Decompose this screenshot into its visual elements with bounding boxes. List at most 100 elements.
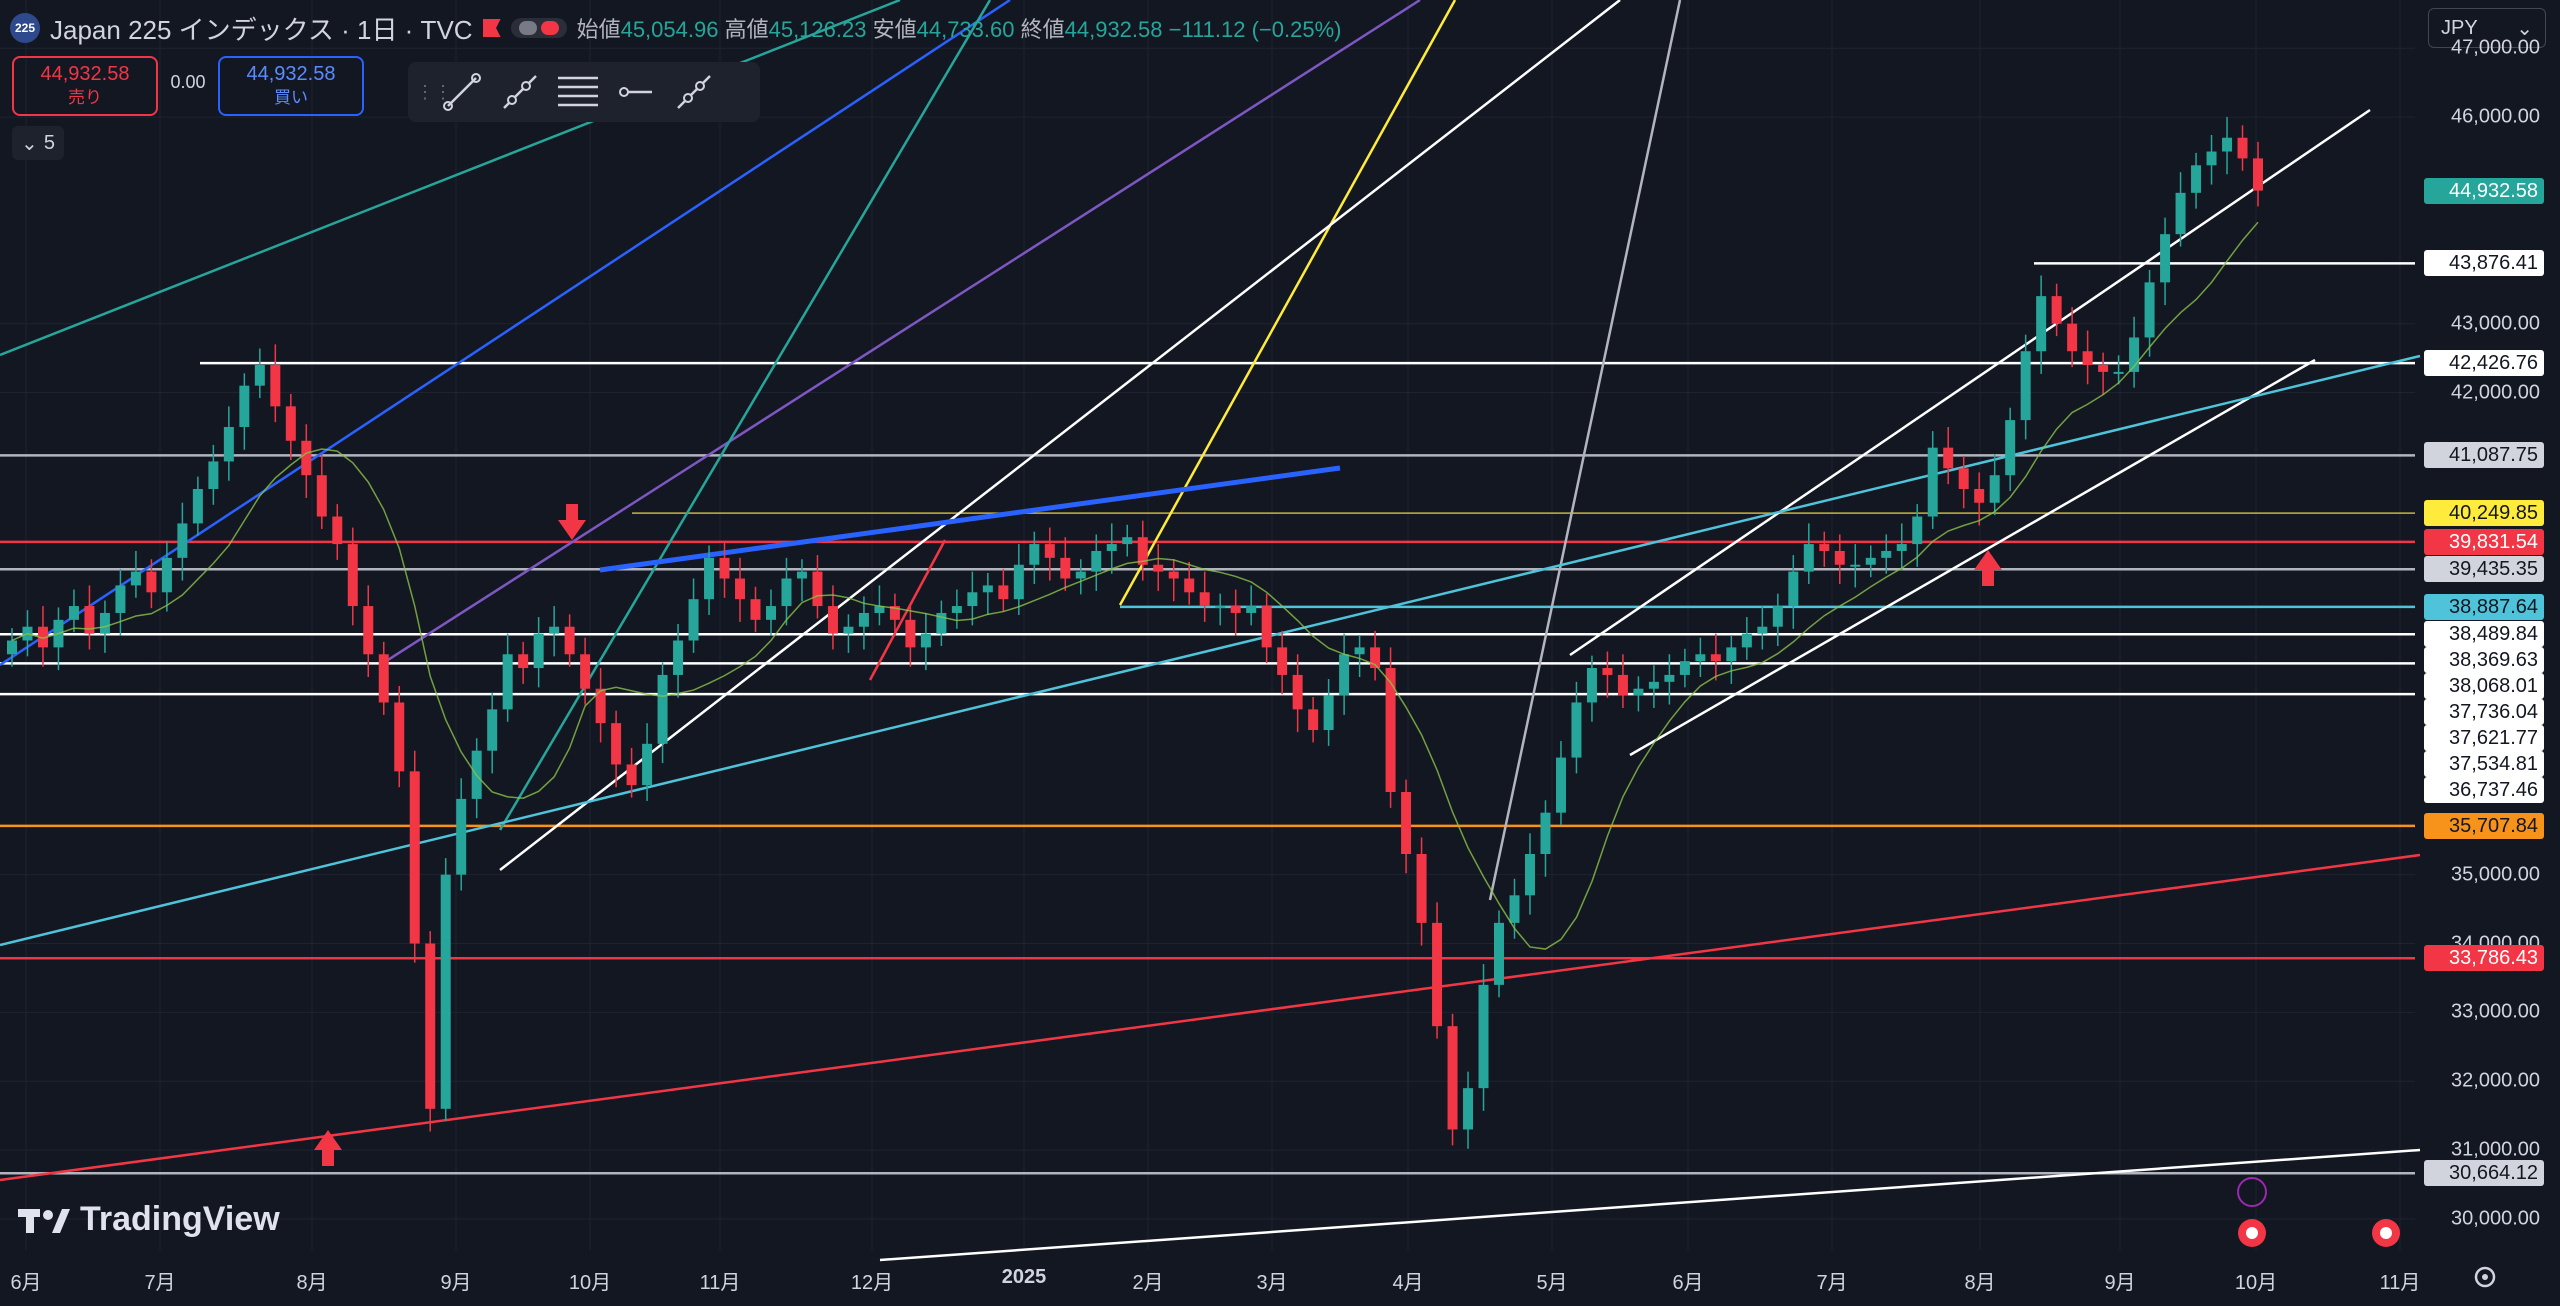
- low-value: 44,733.60: [916, 17, 1015, 42]
- close-value: 44,932.58: [1064, 17, 1163, 42]
- candle-body: [1168, 571, 1179, 579]
- visibility-toggle[interactable]: [510, 18, 567, 38]
- flag-icon[interactable]: [482, 19, 501, 37]
- trend-line: [1118, 0, 1457, 606]
- markers-layer: [314, 504, 2400, 1247]
- time-tick: 11月: [699, 1272, 741, 1294]
- buy-label: 買い: [274, 88, 308, 107]
- price-tick: 42,000.00: [2451, 381, 2540, 404]
- parallel-channel-icon[interactable]: [552, 68, 604, 116]
- price-label: 39,831.54: [2424, 528, 2544, 555]
- time-tick: 9月: [440, 1272, 472, 1294]
- high-label: 高値: [724, 17, 769, 42]
- indicators-toggle[interactable]: ⌄ 5: [12, 126, 64, 160]
- candle-body: [1122, 537, 1133, 545]
- ray-icon[interactable]: [494, 68, 546, 116]
- candle-body: [1896, 544, 1907, 551]
- candle-body: [1927, 447, 1938, 517]
- candle-body: [347, 544, 358, 607]
- horizontal-ray-icon[interactable]: [610, 68, 662, 116]
- candle-body: [2175, 192, 2186, 235]
- price-label: 44,932.58: [2424, 177, 2544, 204]
- price-label: 43,876.41: [2424, 250, 2544, 277]
- candle-body: [1679, 661, 1690, 675]
- trend-line: [0, 853, 2421, 1182]
- candle-body: [518, 654, 529, 669]
- candle-body: [301, 440, 312, 476]
- tradingview-logo[interactable]: TradingView: [18, 1200, 280, 1239]
- trend-line: [0, 0, 901, 357]
- candle-body: [642, 743, 653, 786]
- indicators-count: 5: [43, 131, 55, 154]
- spread-value: 0.00: [170, 72, 206, 92]
- candle-body: [843, 626, 854, 634]
- candle-body: [1943, 447, 1954, 469]
- candle-body: [951, 606, 962, 613]
- candle-body: [1075, 571, 1086, 579]
- extended-line-icon[interactable]: [668, 68, 720, 116]
- candle-body: [2113, 371, 2124, 374]
- tradingview-wordmark: TradingView: [80, 1200, 280, 1238]
- candle-body: [1277, 647, 1288, 675]
- trend-line: [0, 0, 1011, 667]
- sell-button[interactable]: 44,932.58 売り: [12, 56, 158, 116]
- price-label: 38,489.84: [2424, 621, 2544, 648]
- time-tick: 8月: [296, 1272, 328, 1294]
- price-tick: 47,000.00: [2451, 36, 2540, 59]
- candle-body: [611, 723, 622, 765]
- time-tick: 2月: [1132, 1272, 1164, 1294]
- candle-body: [533, 633, 544, 669]
- settings-icon[interactable]: [2470, 1262, 2500, 1292]
- candle-body: [858, 612, 869, 627]
- candle-body: [704, 557, 715, 600]
- candle-body: [595, 688, 606, 724]
- buy-button[interactable]: 44,932.58 買い: [218, 56, 364, 116]
- trend-line: [1629, 358, 2316, 757]
- low-label: 安値: [872, 17, 917, 42]
- candle-body: [1447, 1026, 1458, 1130]
- candle-body: [1974, 488, 1985, 503]
- candle-body: [2253, 158, 2263, 191]
- time-tick: 10月: [568, 1272, 612, 1294]
- candle-body: [378, 654, 389, 703]
- candle-body: [440, 874, 451, 1109]
- symbol-badge[interactable]: 225: [10, 13, 40, 43]
- drag-handle-icon[interactable]: ⋮⋮: [416, 82, 452, 102]
- open-value: 45,054.96: [620, 17, 719, 42]
- candle-body: [874, 606, 885, 613]
- candle-body: [270, 365, 281, 407]
- currency-selector[interactable]: JPY ⌄: [2428, 8, 2546, 48]
- tradingview-logo-icon: [18, 1208, 70, 1233]
- candle-body: [1137, 537, 1148, 565]
- moving-average-line: [11, 221, 2259, 950]
- candle-body: [285, 406, 296, 441]
- candle-body: [223, 426, 234, 462]
- candle-body: [1060, 557, 1071, 579]
- price-label: 42,426.76: [2424, 350, 2544, 377]
- candle-body: [967, 592, 978, 607]
- candle-body: [332, 516, 343, 545]
- candle-body: [487, 709, 498, 751]
- candle-body: [626, 764, 637, 786]
- candle-body: [1261, 606, 1272, 648]
- candle-body: [564, 626, 575, 655]
- candle-body: [316, 475, 327, 517]
- time-tick: 5月: [1536, 1272, 1568, 1294]
- candle-body: [161, 557, 172, 593]
- candle-body: [1308, 709, 1319, 731]
- candle-body: [2082, 351, 2093, 366]
- price-tick: 43,000.00: [2451, 312, 2540, 335]
- candle-body: [735, 578, 746, 600]
- candle-body: [688, 599, 699, 641]
- candle-body: [1648, 681, 1659, 689]
- candle-body: [580, 654, 591, 689]
- symbol-title[interactable]: Japan 225 インデックス · 1日 · TVC: [50, 14, 473, 45]
- trend-line-icon[interactable]: [436, 68, 488, 116]
- candle-body: [982, 585, 993, 593]
- candle-body: [1555, 757, 1566, 813]
- candle-body: [1865, 557, 1876, 565]
- open-label: 始値: [576, 17, 621, 42]
- candle-body: [192, 488, 203, 524]
- candle-body: [1602, 668, 1613, 675]
